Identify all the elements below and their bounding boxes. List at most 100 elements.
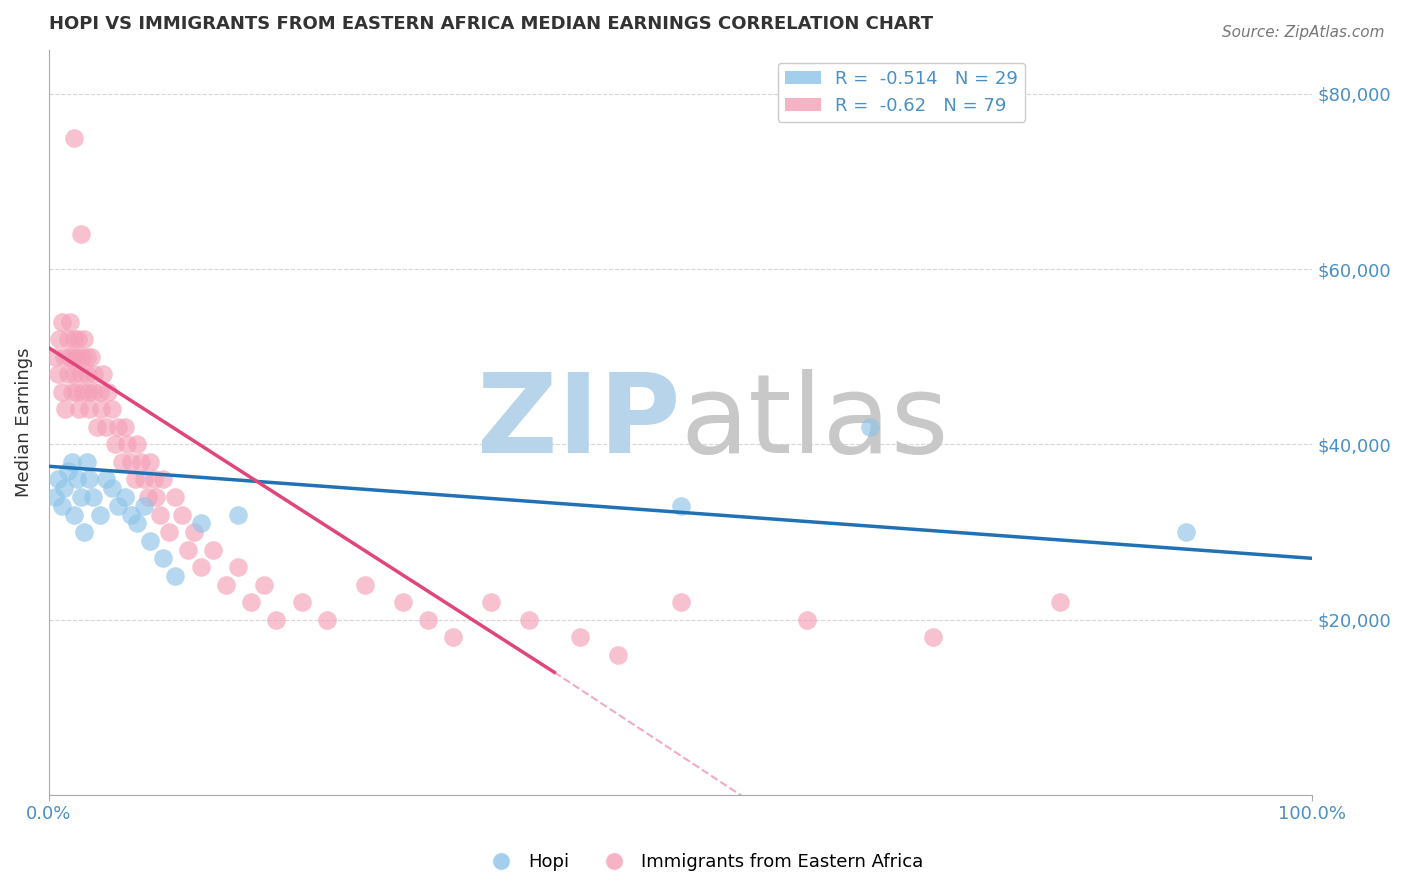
Point bbox=[120, 455, 142, 469]
Text: HOPI VS IMMIGRANTS FROM EASTERN AFRICA MEDIAN EARNINGS CORRELATION CHART: HOPI VS IMMIGRANTS FROM EASTERN AFRICA M… bbox=[49, 15, 934, 33]
Point bbox=[117, 437, 139, 451]
Point bbox=[90, 402, 112, 417]
Point bbox=[56, 464, 79, 478]
Point bbox=[190, 560, 212, 574]
Point bbox=[139, 533, 162, 548]
Point bbox=[129, 455, 152, 469]
Point bbox=[136, 490, 159, 504]
Point bbox=[114, 420, 136, 434]
Point bbox=[165, 569, 187, 583]
Point bbox=[111, 455, 134, 469]
Point bbox=[69, 368, 91, 382]
Point bbox=[114, 490, 136, 504]
Point bbox=[922, 630, 945, 644]
Point bbox=[202, 542, 225, 557]
Point bbox=[165, 490, 187, 504]
Point bbox=[94, 472, 117, 486]
Text: ZIP: ZIP bbox=[477, 369, 681, 476]
Point bbox=[70, 350, 93, 364]
Point bbox=[291, 595, 314, 609]
Point bbox=[79, 472, 101, 486]
Point bbox=[177, 542, 200, 557]
Point bbox=[568, 630, 591, 644]
Point bbox=[127, 516, 149, 531]
Point bbox=[145, 490, 167, 504]
Point bbox=[86, 420, 108, 434]
Point bbox=[1175, 524, 1198, 539]
Point bbox=[91, 368, 114, 382]
Legend: R =  -0.514   N = 29, R =  -0.62   N = 79: R = -0.514 N = 29, R = -0.62 N = 79 bbox=[778, 62, 1025, 122]
Point bbox=[76, 455, 98, 469]
Point bbox=[44, 490, 66, 504]
Point bbox=[82, 384, 104, 399]
Point bbox=[53, 481, 76, 495]
Point bbox=[517, 613, 540, 627]
Text: atlas: atlas bbox=[681, 369, 949, 476]
Point bbox=[63, 368, 86, 382]
Point bbox=[104, 437, 127, 451]
Point bbox=[124, 472, 146, 486]
Legend: Hopi, Immigrants from Eastern Africa: Hopi, Immigrants from Eastern Africa bbox=[475, 847, 931, 879]
Point bbox=[228, 560, 250, 574]
Point bbox=[72, 384, 94, 399]
Point bbox=[139, 455, 162, 469]
Point bbox=[94, 420, 117, 434]
Point bbox=[391, 595, 413, 609]
Text: Source: ZipAtlas.com: Source: ZipAtlas.com bbox=[1222, 25, 1385, 40]
Point bbox=[152, 472, 174, 486]
Point bbox=[170, 508, 193, 522]
Point bbox=[60, 455, 83, 469]
Point bbox=[46, 472, 69, 486]
Point bbox=[79, 402, 101, 417]
Point bbox=[44, 350, 66, 364]
Point bbox=[69, 490, 91, 504]
Point bbox=[82, 490, 104, 504]
Point bbox=[479, 595, 502, 609]
Point bbox=[55, 402, 77, 417]
Point bbox=[253, 577, 276, 591]
Point bbox=[76, 350, 98, 364]
Point bbox=[59, 315, 82, 329]
Point bbox=[228, 508, 250, 522]
Point bbox=[56, 368, 79, 382]
Point bbox=[48, 332, 70, 346]
Point bbox=[132, 499, 155, 513]
Point bbox=[215, 577, 238, 591]
Point bbox=[83, 368, 105, 382]
Point bbox=[266, 613, 288, 627]
Point bbox=[76, 368, 98, 382]
Point bbox=[606, 648, 628, 662]
Point bbox=[441, 630, 464, 644]
Point bbox=[149, 508, 172, 522]
Point bbox=[316, 613, 339, 627]
Point bbox=[142, 472, 165, 486]
Point bbox=[73, 332, 96, 346]
Point bbox=[60, 384, 83, 399]
Point bbox=[416, 613, 439, 627]
Point bbox=[669, 595, 692, 609]
Point bbox=[101, 481, 124, 495]
Point bbox=[53, 350, 76, 364]
Point bbox=[859, 420, 882, 434]
Point bbox=[120, 508, 142, 522]
Point bbox=[73, 524, 96, 539]
Point bbox=[1049, 595, 1071, 609]
Point bbox=[63, 332, 86, 346]
Point bbox=[183, 524, 205, 539]
Point bbox=[190, 516, 212, 531]
Point bbox=[66, 332, 89, 346]
Point bbox=[65, 384, 87, 399]
Y-axis label: Median Earnings: Median Earnings bbox=[15, 348, 32, 497]
Point bbox=[240, 595, 263, 609]
Point bbox=[69, 227, 91, 241]
Point bbox=[796, 613, 818, 627]
Point bbox=[63, 508, 86, 522]
Point bbox=[51, 384, 73, 399]
Point bbox=[101, 402, 124, 417]
Point bbox=[157, 524, 180, 539]
Point bbox=[97, 384, 120, 399]
Point bbox=[353, 577, 375, 591]
Point bbox=[89, 508, 111, 522]
Point bbox=[107, 499, 129, 513]
Point bbox=[152, 551, 174, 566]
